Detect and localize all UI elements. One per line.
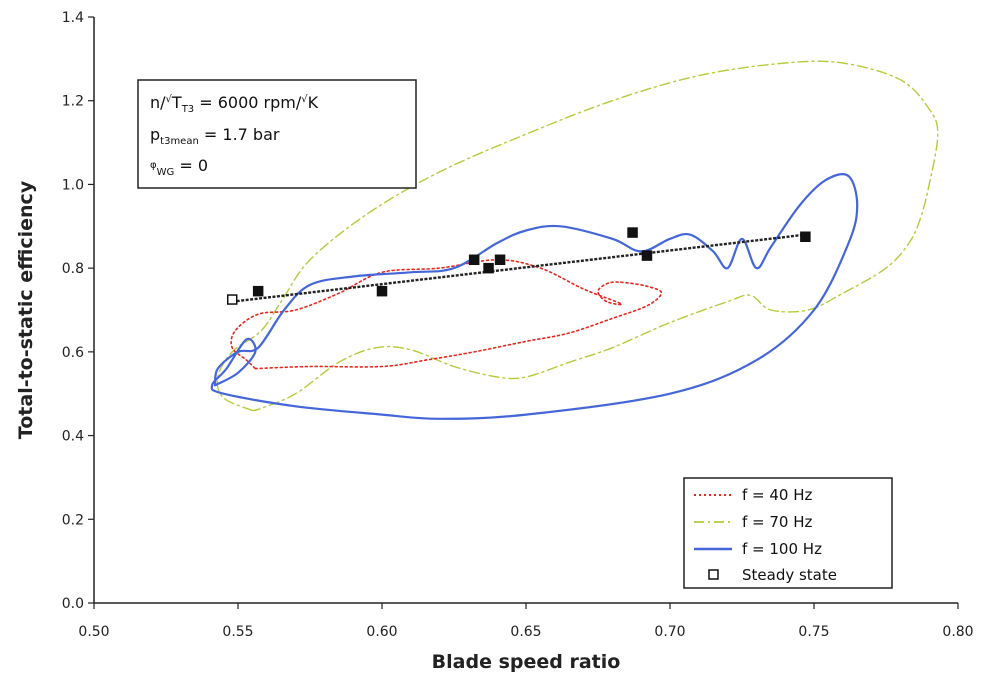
condition-annotation: n/√TT3 = 6000 rpm/√K pt3mean = 1.7 bar φ…	[137, 79, 417, 189]
y-tick-label: 0.2	[62, 512, 84, 528]
legend-label-100hz: f = 100 Hz	[742, 540, 822, 558]
series-100hz-line	[210, 173, 859, 420]
steady-state-point	[494, 254, 506, 266]
x-tick-label: 0.65	[510, 624, 541, 640]
series-layer	[210, 60, 939, 420]
x-tick-label: 0.80	[942, 624, 973, 640]
steady-state-point	[483, 262, 494, 274]
x-tick-label: 0.70	[654, 624, 685, 640]
x-axis-title: Blade speed ratio	[432, 651, 621, 673]
series-70hz-line	[216, 60, 939, 412]
legend-swatch-steady-state	[708, 569, 719, 580]
y-tick-label: 0.6	[62, 345, 84, 361]
x-tick-label: 0.55	[222, 624, 253, 640]
series-40hz-line	[230, 259, 663, 370]
x-ticks: 0.50 0.55 0.60 0.65 0.70 0.75 0.80	[78, 603, 974, 640]
y-tick-label: 0.8	[62, 261, 84, 277]
annotation-line-wastegate: φWG = 0	[150, 156, 208, 178]
annotation-line-speed: n/√TT3 = 6000 rpm/√K	[150, 93, 319, 115]
legend: f = 40 Hz f = 70 Hz f = 100 Hz Steady st…	[683, 477, 893, 589]
steady-state-point	[627, 227, 638, 238]
steady-state-point	[252, 285, 264, 297]
y-tick-label: 1.2	[62, 94, 84, 110]
steady-state-point	[376, 285, 388, 297]
annotation-line-pressure: pt3mean = 1.7 bar	[150, 125, 280, 147]
steady-state-point	[641, 250, 653, 261]
y-tick-label: 1.0	[62, 177, 84, 193]
legend-label-70hz: f = 70 Hz	[742, 513, 813, 531]
steady-state-point	[468, 254, 480, 266]
plot-area: 0.50 0.55 0.60 0.65 0.70 0.75 0.80 0.00.20.40.…	[62, 10, 974, 640]
x-tick-label: 0.60	[366, 624, 397, 640]
y-tick-label: 0.0	[62, 596, 84, 612]
y-axis-title: Total-to-static efficiency	[15, 180, 37, 439]
steady-state-point	[226, 294, 238, 305]
x-tick-label: 0.50	[78, 624, 109, 640]
y-ticks: 0.0 0.2 0.4 0.6 0.8 1.0 1.2 1.4	[62, 10, 94, 612]
steady-state-trend-line	[232, 233, 806, 303]
y-tick-label: 0.4	[62, 429, 84, 445]
legend-label-steady-state: Steady state	[742, 566, 837, 584]
legend-label-40hz: f = 40 Hz	[742, 486, 813, 504]
steady-state-point	[800, 231, 811, 242]
annotation-box	[137, 79, 417, 189]
y-tick-label: 1.4	[62, 10, 84, 26]
x-tick-label: 0.75	[798, 624, 829, 640]
